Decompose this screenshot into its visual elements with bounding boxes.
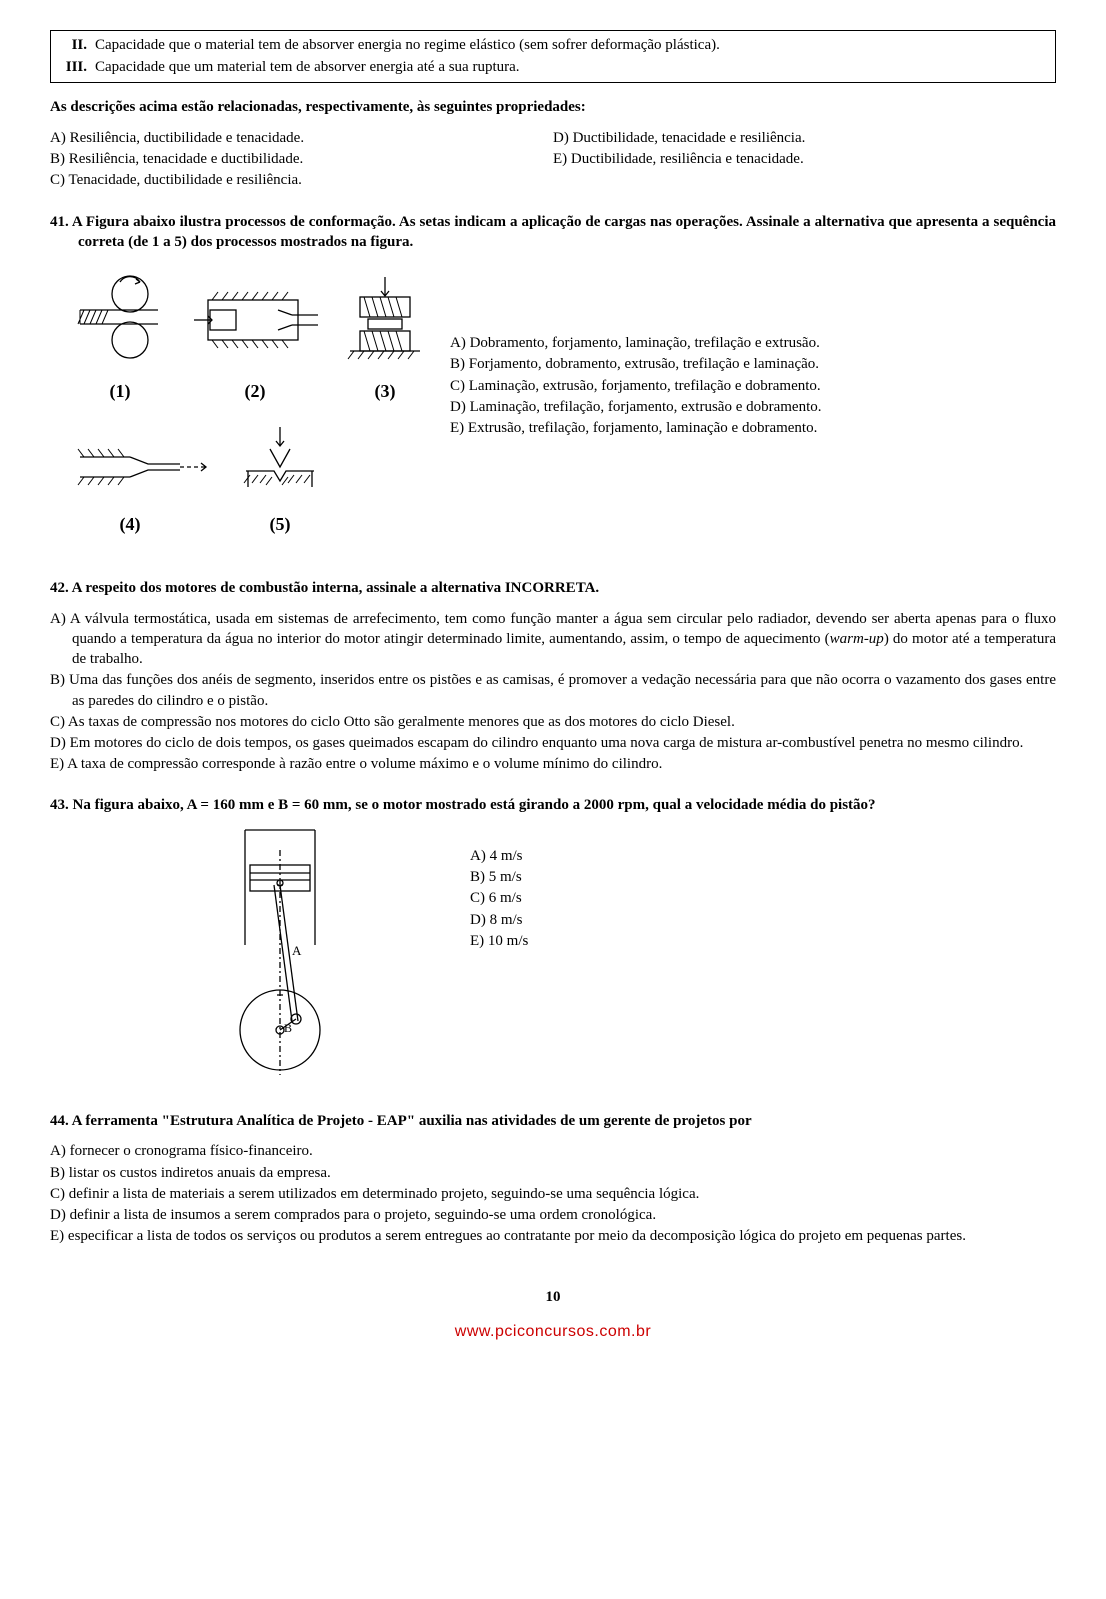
option: A) fornecer o cronograma físico-financei… — [50, 1141, 1056, 1161]
option-col-right: D) Ductibilidade, tenacidade e resiliênc… — [553, 127, 1056, 192]
q40-options: A) Resiliência, ductibilidade e tenacida… — [50, 127, 1056, 192]
opt-pre: B) Uma das funções dos anéis de segmento… — [50, 672, 1056, 708]
q43-figure: A B — [210, 825, 360, 1091]
option: D) Ductibilidade, tenacidade e resiliênc… — [553, 128, 1056, 148]
option: D) definir a lista de insumos a serem co… — [50, 1205, 1056, 1225]
option: B) Resiliência, tenacidade e ductibilida… — [50, 149, 553, 169]
option: D) 8 m/s — [470, 910, 528, 930]
option: A) A válvula termostática, usada em sist… — [50, 609, 1056, 670]
option: E) Extrusão, trefilação, forjamento, lam… — [450, 418, 822, 438]
option: C) Tenacidade, ductibilidade e resiliênc… — [50, 170, 553, 190]
option: C) As taxas de compressão nos motores do… — [50, 712, 1056, 732]
fig-label-1: (1) — [110, 381, 131, 402]
q41-diagram-svg: (1) — [50, 262, 450, 552]
roman-num: III. — [59, 57, 95, 77]
q43-diagram-svg: A B — [210, 825, 360, 1085]
option: D) Em motores do ciclo de dois tempos, o… — [50, 733, 1056, 753]
opt-pre: C) As taxas de compressão nos motores do… — [50, 714, 735, 730]
option: B) Forjamento, dobramento, extrusão, tre… — [450, 354, 822, 374]
option: C) Laminação, extrusão, forjamento, tref… — [450, 376, 822, 396]
option: D) Laminação, trefilação, forjamento, ex… — [450, 397, 822, 417]
option: A) Resiliência, ductibilidade e tenacida… — [50, 128, 553, 148]
option-col-left: A) Resiliência, ductibilidade e tenacida… — [50, 127, 553, 192]
q41-options: A) Dobramento, forjamento, laminação, tr… — [450, 262, 822, 439]
fig-label-b: B — [284, 1021, 292, 1035]
page-number: 10 — [50, 1287, 1056, 1307]
option: C) 6 m/s — [470, 888, 528, 908]
watermark-url: www.pciconcursos.com.br — [50, 1321, 1056, 1343]
option: E) especificar a lista de todos os servi… — [50, 1226, 1056, 1246]
q44-header: 44. A ferramenta "Estrutura Analítica de… — [50, 1111, 1056, 1131]
roman-item: II. Capacidade que o material tem de abs… — [59, 35, 1047, 55]
q42-header: 42. A respeito dos motores de combustão … — [50, 578, 1056, 598]
q42-options: A) A válvula termostática, usada em sist… — [50, 609, 1056, 775]
option: E) Ductibilidade, resiliência e tenacida… — [553, 149, 1056, 169]
option: E) A taxa de compressão corresponde à ra… — [50, 754, 1056, 774]
q44-options: A) fornecer o cronograma físico-financei… — [50, 1141, 1056, 1246]
opt-italic: warm-up — [830, 631, 884, 647]
q43-body: A B A) 4 m/s B) 5 m/s C) 6 m/s D) 8 m/s … — [50, 825, 1056, 1091]
opt-pre: D) Em motores do ciclo de dois tempos, o… — [50, 735, 1023, 751]
fig-label-2: (2) — [245, 381, 266, 402]
fig-label-5: (5) — [270, 514, 291, 535]
option: B) listar os custos indiretos anuais da … — [50, 1163, 1056, 1183]
definitions-box: II. Capacidade que o material tem de abs… — [50, 30, 1056, 83]
q41-body: (1) — [50, 262, 1056, 558]
option: E) 10 m/s — [470, 931, 528, 951]
option: A) 4 m/s — [470, 846, 528, 866]
q43-header: 43. Na figura abaixo, A = 160 mm e B = 6… — [50, 795, 1056, 815]
q43-options: A) 4 m/s B) 5 m/s C) 6 m/s D) 8 m/s E) 1… — [360, 825, 528, 952]
roman-text: Capacidade que o material tem de absorve… — [95, 35, 720, 55]
fig-label-3: (3) — [375, 381, 396, 402]
roman-text: Capacidade que um material tem de absorv… — [95, 57, 520, 77]
fig-label-4: (4) — [120, 514, 141, 535]
opt-pre: E) A taxa de compressão corresponde à ra… — [50, 756, 662, 772]
q41-header: 41. A Figura abaixo ilustra processos de… — [50, 212, 1056, 253]
option: B) Uma das funções dos anéis de segmento… — [50, 670, 1056, 711]
option: B) 5 m/s — [470, 867, 528, 887]
q40-prompt: As descrições acima estão relacionadas, … — [50, 97, 1056, 117]
q41-figure: (1) — [50, 262, 450, 558]
option: A) Dobramento, forjamento, laminação, tr… — [450, 333, 822, 353]
option: C) definir a lista de materiais a serem … — [50, 1184, 1056, 1204]
roman-num: II. — [59, 35, 95, 55]
fig-label-a: A — [292, 943, 302, 958]
roman-item: III. Capacidade que um material tem de a… — [59, 57, 1047, 77]
